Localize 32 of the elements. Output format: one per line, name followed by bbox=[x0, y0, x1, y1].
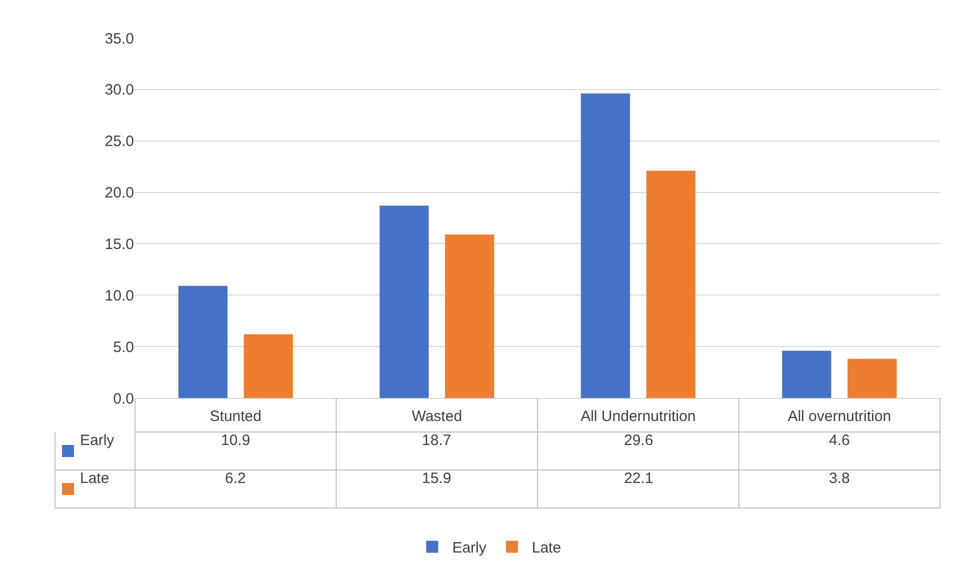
x-tick-label: All overnutrition bbox=[788, 408, 892, 425]
legend-label: Early bbox=[80, 432, 115, 449]
y-tick-label: 35.0 bbox=[104, 30, 134, 48]
bar bbox=[580, 94, 630, 398]
data-label: 22.1 bbox=[624, 470, 654, 487]
y-tick-label: 10.0 bbox=[104, 287, 134, 304]
text: Early bbox=[452, 540, 486, 557]
x-tick-label: Wasted bbox=[412, 408, 462, 425]
bar bbox=[380, 206, 429, 398]
data-label: 29.6 bbox=[624, 432, 654, 449]
bar bbox=[848, 358, 897, 398]
y-tick-label: 20.0 bbox=[104, 184, 134, 202]
x-tick-label: Stunted bbox=[210, 408, 262, 425]
data-label: 4.6 bbox=[829, 432, 850, 449]
y-tick-label: 5.0 bbox=[113, 338, 134, 356]
text: Late bbox=[80, 470, 110, 487]
data-label: 3.8 bbox=[829, 470, 850, 487]
bar bbox=[178, 286, 228, 398]
bar bbox=[782, 350, 832, 398]
bar bbox=[445, 234, 494, 398]
y-tick-label: 15.0 bbox=[104, 236, 134, 253]
data-label: 15.9 bbox=[422, 470, 452, 487]
y-tick-label: 30.0 bbox=[104, 82, 134, 99]
bar bbox=[244, 334, 293, 398]
y-tick-label: 0.0 bbox=[113, 390, 134, 408]
data-label: 6.2 bbox=[225, 470, 246, 487]
x-tick-label: All Undernutrition bbox=[580, 408, 696, 425]
y-tick-label: 25.0 bbox=[104, 133, 134, 150]
legend-label: Late bbox=[532, 540, 562, 557]
bar bbox=[646, 170, 696, 398]
data-label: 18.7 bbox=[422, 432, 452, 449]
data-label: 10.9 bbox=[221, 432, 250, 449]
